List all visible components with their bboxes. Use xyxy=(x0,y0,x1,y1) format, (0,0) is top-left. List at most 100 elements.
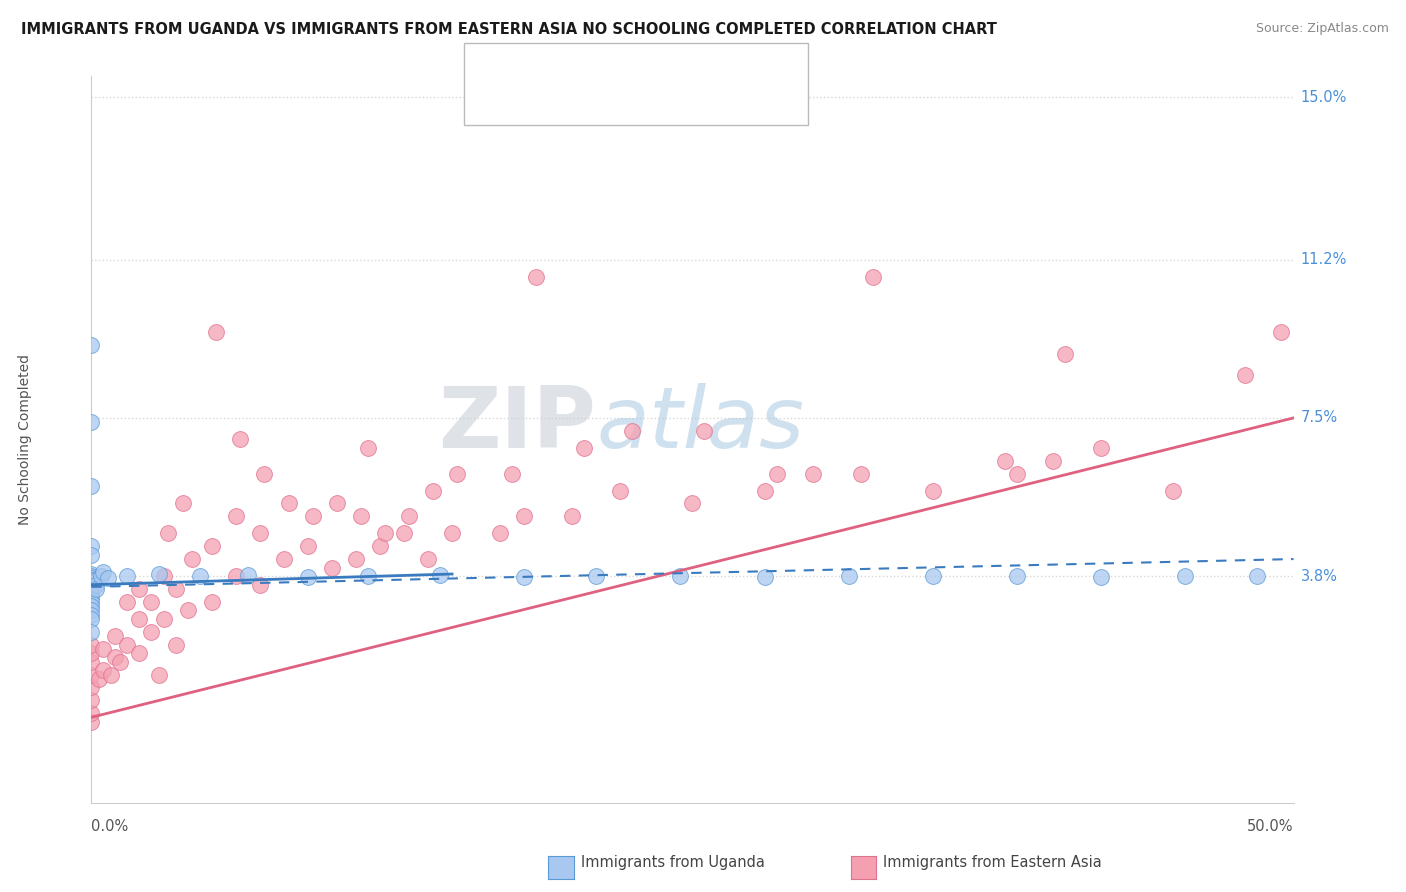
Point xyxy=(141,595,163,609)
Point xyxy=(80,569,103,583)
Text: ZIP: ZIP xyxy=(439,384,596,467)
Point xyxy=(80,595,103,609)
Point xyxy=(128,582,150,596)
Point xyxy=(80,591,103,605)
Point xyxy=(273,552,295,566)
Text: 7.5%: 7.5% xyxy=(1301,410,1337,425)
Point xyxy=(80,599,103,613)
Point xyxy=(1174,568,1197,582)
Point xyxy=(148,567,170,582)
Point xyxy=(152,612,174,626)
Point xyxy=(80,624,103,639)
Point xyxy=(80,548,103,562)
Text: R = 0.028: R = 0.028 xyxy=(517,62,598,77)
Point xyxy=(357,569,380,583)
Point xyxy=(681,496,703,510)
Point xyxy=(157,526,180,541)
Text: 50.0%: 50.0% xyxy=(1247,820,1294,834)
Point xyxy=(501,467,523,481)
Point xyxy=(1270,326,1292,340)
Point xyxy=(429,568,451,582)
Point xyxy=(249,526,271,541)
Point xyxy=(994,453,1017,467)
Text: 11.2%: 11.2% xyxy=(1301,252,1347,268)
Point xyxy=(801,467,824,481)
Point xyxy=(344,552,367,566)
Point xyxy=(80,586,103,600)
Point xyxy=(350,509,373,524)
Point xyxy=(922,568,945,582)
Point xyxy=(87,672,110,686)
Point xyxy=(236,568,259,582)
Text: R = 0.587: R = 0.587 xyxy=(517,92,598,106)
Point xyxy=(80,479,103,493)
Point xyxy=(80,571,103,585)
Point xyxy=(200,539,222,553)
Point xyxy=(1054,347,1077,361)
Point xyxy=(392,526,415,541)
Point xyxy=(100,667,122,681)
Point xyxy=(128,646,150,660)
Point xyxy=(561,509,583,524)
Point xyxy=(80,655,103,669)
Point xyxy=(93,641,115,656)
Point xyxy=(84,578,107,592)
Point xyxy=(165,582,187,596)
Text: Immigrants from Eastern Asia: Immigrants from Eastern Asia xyxy=(883,855,1102,870)
Text: atlas: atlas xyxy=(596,384,804,467)
Point xyxy=(181,552,204,566)
Point xyxy=(297,570,319,584)
Point xyxy=(1005,467,1028,481)
Point xyxy=(1161,483,1184,498)
Point xyxy=(609,483,631,498)
Point xyxy=(117,595,139,609)
Point xyxy=(489,526,512,541)
Point xyxy=(84,574,107,588)
Point xyxy=(110,655,132,669)
Point xyxy=(93,663,115,677)
Point xyxy=(422,483,444,498)
Point xyxy=(297,539,319,553)
Text: 0.0%: 0.0% xyxy=(91,820,128,834)
Point xyxy=(188,569,211,583)
Point xyxy=(1246,569,1268,583)
Text: No Schooling Completed: No Schooling Completed xyxy=(18,354,32,524)
Point xyxy=(80,667,103,681)
Point xyxy=(1090,569,1112,583)
Point xyxy=(253,467,276,481)
Point xyxy=(1005,569,1028,583)
Point xyxy=(80,681,103,695)
Point xyxy=(368,539,391,553)
Point xyxy=(80,638,103,652)
Point xyxy=(80,612,103,626)
Point xyxy=(225,569,247,583)
Point xyxy=(80,415,103,429)
Point xyxy=(80,567,103,582)
Point xyxy=(84,582,107,596)
Point xyxy=(80,539,103,553)
Point xyxy=(80,338,103,352)
Text: IMMIGRANTS FROM UGANDA VS IMMIGRANTS FROM EASTERN ASIA NO SCHOOLING COMPLETED CO: IMMIGRANTS FROM UGANDA VS IMMIGRANTS FRO… xyxy=(21,22,997,37)
Point xyxy=(513,569,536,583)
Point xyxy=(416,552,439,566)
Point xyxy=(172,496,194,510)
Text: 15.0%: 15.0% xyxy=(1301,90,1347,104)
Point xyxy=(374,526,396,541)
Point xyxy=(754,569,776,583)
Point xyxy=(117,638,139,652)
Point xyxy=(398,509,420,524)
Point xyxy=(90,569,112,583)
Point xyxy=(277,496,299,510)
Point xyxy=(152,569,174,583)
Point xyxy=(321,560,343,574)
Text: Source: ZipAtlas.com: Source: ZipAtlas.com xyxy=(1256,22,1389,36)
Point xyxy=(446,467,468,481)
Point xyxy=(80,693,103,707)
Point xyxy=(229,433,252,447)
Point xyxy=(1090,441,1112,455)
Point xyxy=(80,603,103,617)
Point xyxy=(80,607,103,622)
Point xyxy=(621,424,644,438)
Text: N = 43: N = 43 xyxy=(633,62,693,77)
Point xyxy=(357,441,380,455)
